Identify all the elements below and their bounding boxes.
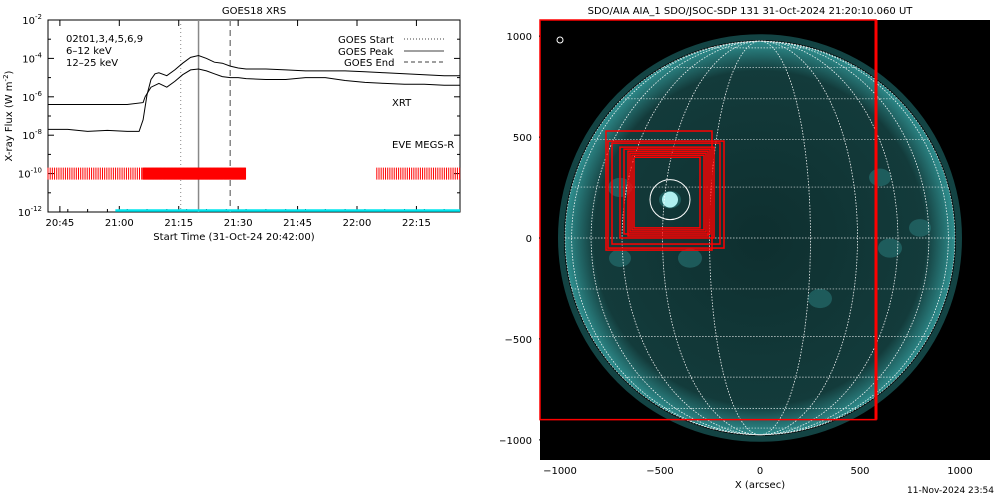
y-tick-label: 1000	[507, 32, 532, 43]
legend-left-1: 6–12 keV	[66, 46, 112, 57]
footer-timestamp: 11-Nov-2024 23:54	[907, 486, 994, 496]
flare-location-circle	[649, 179, 691, 221]
legend-right-2: GOES End	[344, 58, 394, 69]
limb-line	[564, 40, 956, 436]
legend-marker	[556, 36, 564, 44]
x-tick-label: 21:30	[224, 218, 253, 229]
xrt-box-3	[619, 146, 715, 239]
xrt-fov-label: XRT FOV	[550, 424, 593, 435]
y-tick-label: 10-10	[18, 167, 42, 181]
longitude-line	[621, 40, 899, 436]
xrt-box-6	[629, 152, 707, 233]
flux-series-1	[48, 68, 460, 105]
xrt-observations	[47, 167, 461, 180]
x-tick-label: 22:15	[402, 218, 431, 229]
x-tick-label: 0	[757, 466, 763, 477]
active-region-3	[678, 248, 702, 268]
flare-brightening	[662, 191, 678, 208]
legend-text: AIA flare location	[567, 35, 652, 46]
xrt-box-0	[605, 130, 713, 251]
longitude-line	[571, 40, 949, 436]
xrt-box-8	[633, 156, 701, 229]
y-tick-label: 10-6	[22, 90, 42, 104]
y-tick-label: −1000	[500, 436, 532, 447]
flux-series-2	[48, 54, 460, 132]
xrt-box-2	[611, 142, 721, 245]
x-tick-label: 22:00	[343, 218, 372, 229]
corona-glow	[558, 34, 962, 442]
xrt-pointing-boxes	[605, 130, 725, 251]
x-tick-label: 21:45	[283, 218, 312, 229]
x-tick-label: −1000	[543, 466, 577, 477]
y-tick-label: 10-8	[22, 128, 42, 142]
active-region-5	[869, 168, 891, 187]
aia-image-chart: SDO/AIA AIA_1 SDO/JSOC-SDP 131 31-Oct-20…	[500, 6, 990, 490]
x-tick-label: 21:15	[164, 218, 193, 229]
heliographic-grid	[564, 40, 956, 436]
legend-right-0: GOES Start	[338, 35, 394, 46]
y-tick-label: 500	[513, 133, 532, 144]
xrt-box-1	[607, 140, 725, 249]
chart-title: SDO/AIA AIA_1 SDO/JSOC-SDP 131 31-Oct-20…	[588, 6, 914, 17]
chart-title: GOES18 XRS	[222, 6, 286, 17]
x-tick-label: 21:00	[105, 218, 134, 229]
x-axis-label: X (arcsec)	[735, 480, 785, 490]
xrt-box-5	[627, 150, 709, 237]
xrt-box-7	[631, 154, 705, 231]
legend-left-2: 12–25 keV	[66, 58, 118, 69]
legend-left-0: 02t01,3,4,5,6,9	[66, 34, 143, 45]
active-region-7	[909, 219, 931, 237]
x-tick-label: 20:45	[45, 218, 74, 229]
active-region-6	[878, 238, 902, 258]
active-region-4	[808, 288, 832, 309]
xrt-box-4	[623, 148, 711, 235]
x-tick-label: −500	[646, 466, 673, 477]
y-tick-label: 10-4	[22, 51, 42, 65]
x-tick-label: 500	[850, 466, 869, 477]
x-tick-label: 1000	[947, 466, 972, 477]
y-tick-label: 10-2	[22, 13, 42, 27]
active-region-2	[609, 249, 631, 267]
xrt-label: XRT	[392, 98, 412, 109]
solar-disk-group	[558, 34, 962, 442]
goes-xrs-chart: GOES18 XRS 10-2 10-4 10-6 10-8 10-10 10-1220:4…	[2, 6, 461, 243]
legend-right-1: GOES Peak	[338, 47, 393, 58]
y-tick-label: 0	[526, 234, 532, 245]
y-tick-label: −500	[505, 335, 532, 346]
y-axis-label: X-ray Flux (W m-2)	[2, 70, 15, 161]
x-axis-label: Start Time (31-Oct-24 20:42:00)	[153, 232, 314, 243]
eve-label: EVE MEGS-R	[392, 140, 454, 151]
y-tick-label: 10-12	[18, 205, 42, 219]
